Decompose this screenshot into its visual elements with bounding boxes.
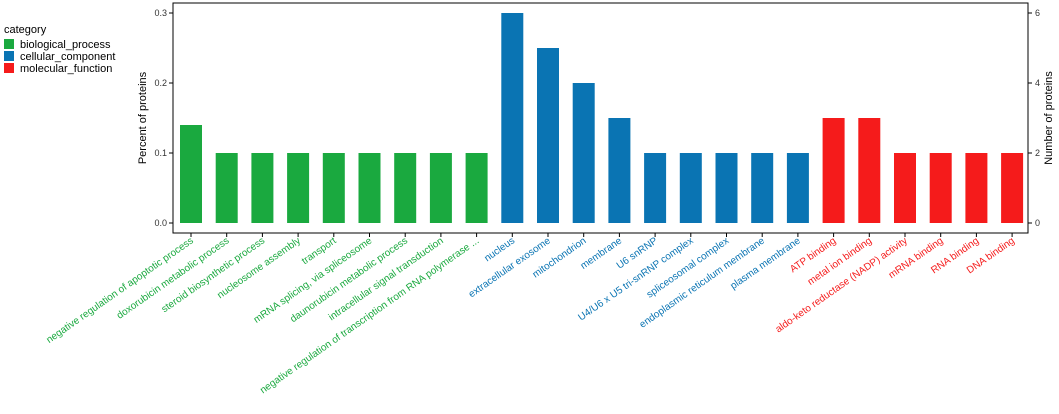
bar-3	[251, 153, 274, 223]
y-axis-left-ticks: 0.0 0.1 0.2 0.3	[154, 8, 173, 228]
y-right-tick-label: 2	[1035, 148, 1040, 158]
x-axis-ticks	[190, 233, 1013, 237]
legend-label-molecular-function: molecular_function	[20, 63, 112, 75]
legend-swatch-molecular-function	[4, 63, 14, 73]
legend-label-cellular-component: cellular_component	[20, 51, 115, 63]
y-right-tick-label: 0	[1035, 218, 1040, 228]
bars	[180, 13, 1024, 223]
bar-17	[751, 153, 774, 223]
legend-label-biological-process: biological_process	[20, 39, 111, 51]
y-left-tick-label: 0.1	[154, 148, 167, 158]
x-tick-label: negative regulation of apoptotic process	[45, 235, 196, 345]
x-axis-labels: negative regulation of apoptotic process…	[45, 235, 1017, 396]
bar-18	[786, 153, 809, 223]
bar-1	[180, 125, 202, 223]
bar-6	[358, 153, 381, 223]
legend-swatch-biological-process	[4, 39, 14, 49]
bar-7	[394, 153, 417, 223]
y-left-tick-label: 0.0	[154, 218, 167, 228]
y-left-tick-label: 0.3	[154, 8, 167, 18]
bar-23	[965, 153, 988, 223]
bar-8	[429, 153, 452, 223]
y-right-tick-label: 6	[1035, 8, 1040, 18]
bar-19	[822, 118, 845, 223]
y-left-tick-label: 0.2	[154, 78, 167, 88]
legend: category biological_process cellular_com…	[4, 24, 115, 75]
bar-22	[929, 153, 952, 223]
bar-2	[215, 153, 238, 223]
bar-15	[679, 153, 702, 223]
bar-16	[715, 153, 738, 223]
bar-4	[287, 153, 310, 223]
y-right-tick-label: 4	[1035, 78, 1040, 88]
legend-title: category	[4, 24, 47, 36]
y-axis-right-title: Number of proteins	[1043, 71, 1055, 165]
bar-24	[1001, 153, 1024, 223]
bar-14	[644, 153, 667, 223]
y-axis-right-ticks: 0 2 4 6	[1028, 8, 1040, 228]
bar-10	[501, 13, 524, 223]
bar-20	[858, 118, 881, 223]
bar-12	[572, 83, 595, 223]
bar-21	[894, 153, 916, 223]
y-axis-left-title: Percent of proteins	[137, 71, 149, 164]
plot-panel-border	[172, 2, 1029, 234]
bar-5	[322, 153, 345, 223]
legend-swatch-cellular-component	[4, 51, 14, 61]
bar-11	[537, 48, 559, 223]
bar-13	[608, 118, 631, 223]
bar-9	[465, 153, 488, 223]
